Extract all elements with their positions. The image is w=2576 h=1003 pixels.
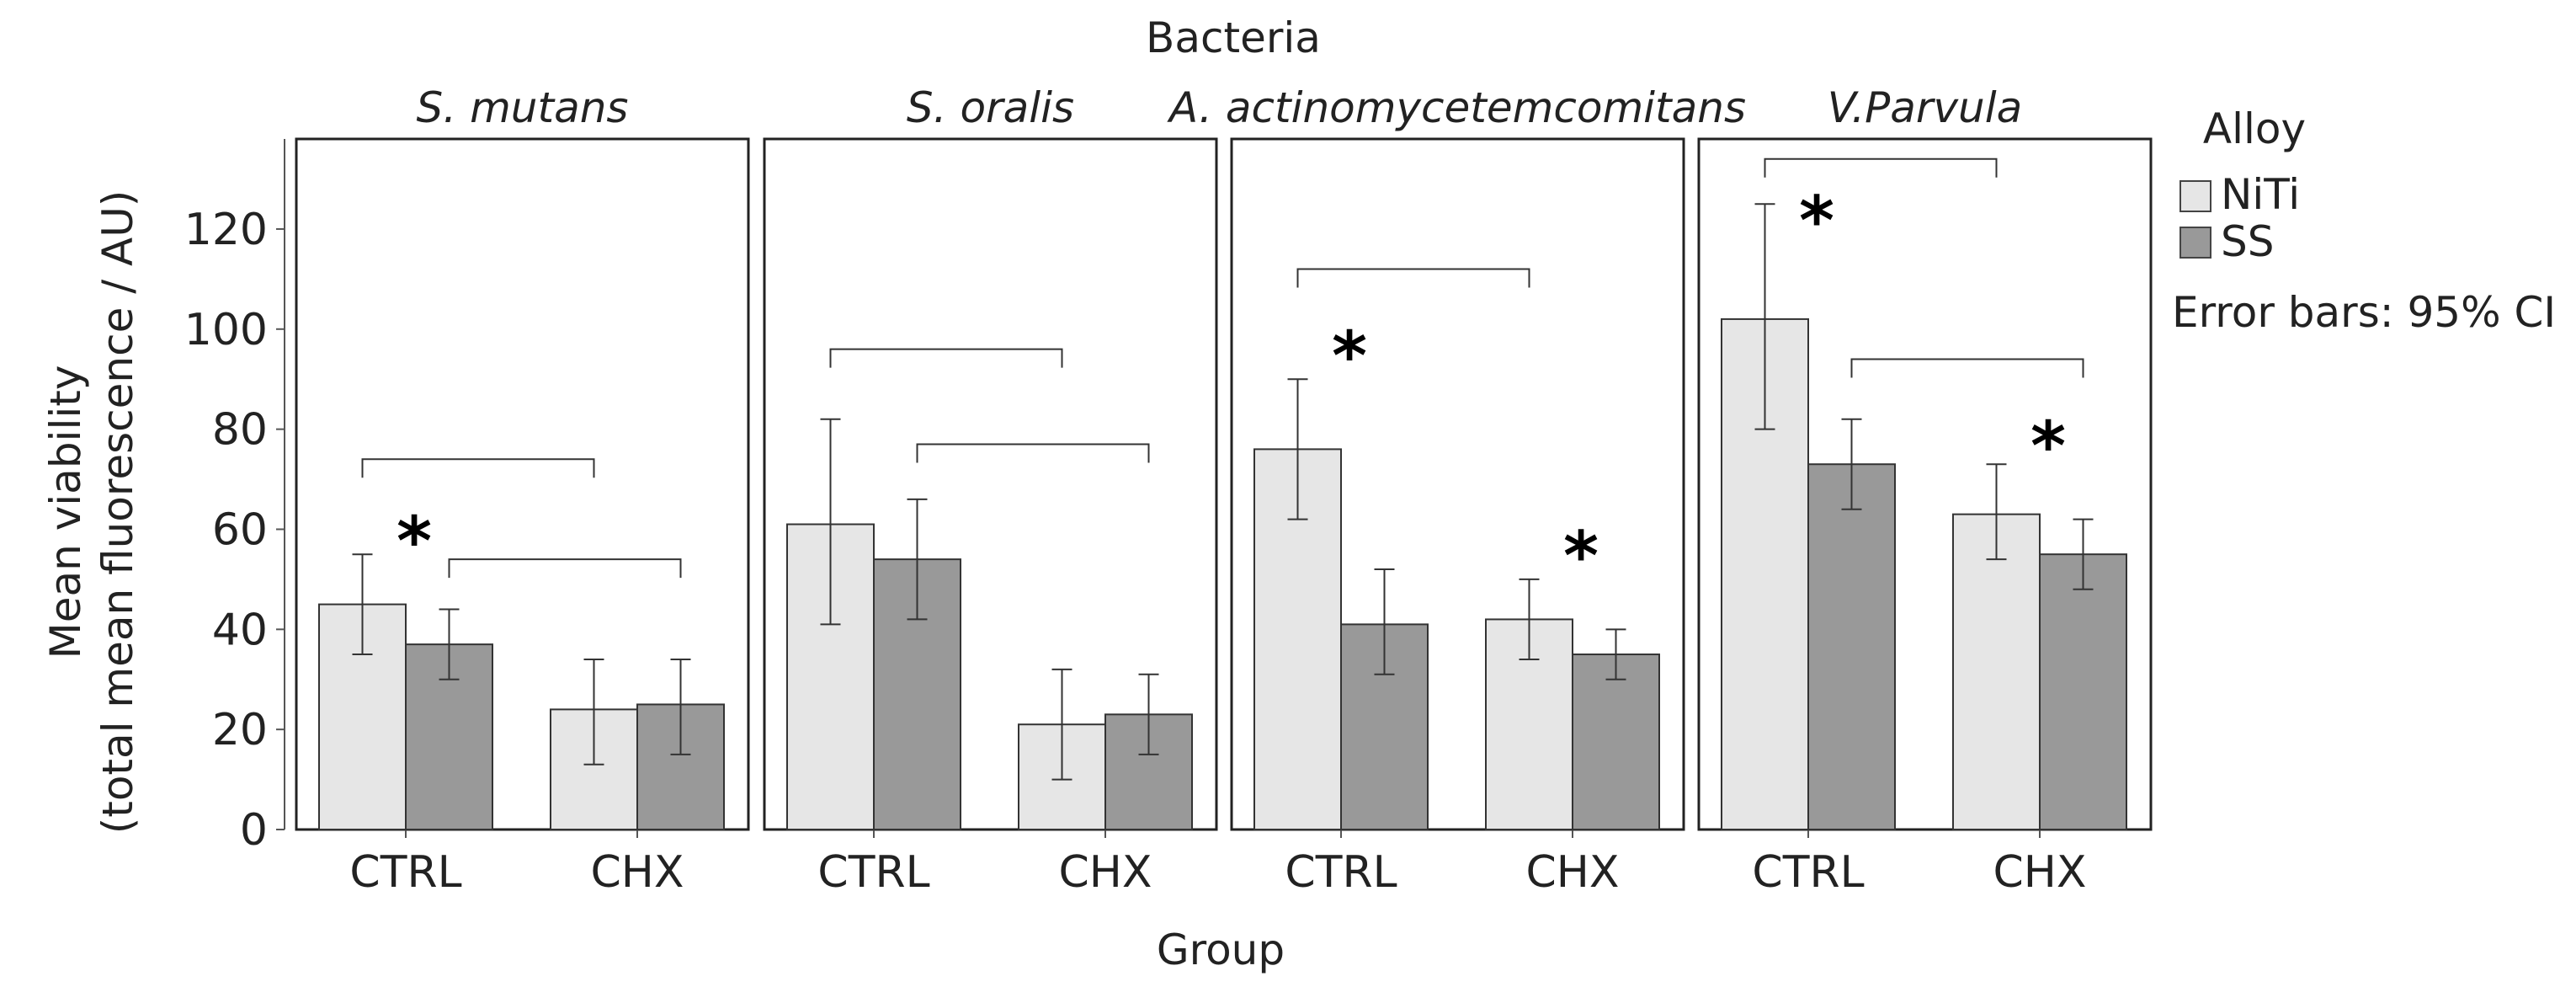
- significance-star-s-mutans-0: *: [397, 502, 432, 580]
- group-label-v-parvula-ctrl: CTRL: [1752, 847, 1864, 898]
- panel-s-mutans: S. mutans CTRL CHX *: [295, 83, 750, 898]
- group-label-v-parvula-chx: CHX: [1993, 847, 2086, 898]
- significance-star-v-parvula-0: *: [1799, 182, 1834, 260]
- significance-bracket-v-parvula-0: [1764, 157, 1998, 178]
- legend: Alloy NiTi SS Error bars: 95% CI: [2172, 104, 2556, 337]
- y-axis-title: Mean viability (total mean fluorescence …: [41, 190, 142, 835]
- y-tick-label-80: 80: [212, 405, 268, 456]
- significance-star-a-actinomycetemcomitans-1: *: [1563, 517, 1599, 595]
- y-tick-label-0: 0: [240, 805, 268, 856]
- legend-note: Error bars: 95% CI: [2172, 288, 2556, 337]
- legend-title: Alloy: [2203, 104, 2306, 153]
- legend-swatch-ss: [2179, 227, 2211, 259]
- significance-bracket-s-oralis-0: [829, 348, 1063, 368]
- panel-frame-s-oralis: [763, 137, 1218, 831]
- chart-title: Bacteria: [1146, 13, 1321, 62]
- y-axis-title-line-2: (total mean fluorescence / AU): [93, 190, 142, 835]
- significance-bracket-s-mutans-1: [448, 558, 682, 579]
- bar-s-mutans-chx-niti: [550, 708, 638, 830]
- panel-v-parvula: V.Parvula CTRL CHX * *: [1697, 83, 2153, 898]
- panel-title-a-actinomycetemcomitans: A. actinomycetemcomitans: [1167, 83, 1746, 132]
- significance-star-a-actinomycetemcomitans-0: *: [1332, 317, 1367, 396]
- y-axis-title-line-1: Mean viability: [41, 365, 90, 659]
- group-label-s-oralis-chx: CHX: [1058, 847, 1152, 898]
- panel-title-s-oralis: S. oralis: [907, 83, 1074, 132]
- panel-title-v-parvula: V.Parvula: [1828, 83, 2023, 132]
- panel-frame-s-mutans: [295, 137, 750, 831]
- legend-label-niti: NiTi: [2221, 170, 2300, 219]
- bar-v-parvula-chx-ss: [2039, 553, 2127, 830]
- bar-a-actinomycetemcomitans-ctrl-ss: [1340, 623, 1429, 831]
- group-label-s-mutans-chx: CHX: [590, 847, 684, 898]
- group-label-a-actinomycetemcomitans-ctrl: CTRL: [1285, 847, 1397, 898]
- bar-v-parvula-ctrl-ss: [1807, 463, 1896, 830]
- panel-title-s-mutans: S. mutans: [417, 83, 629, 132]
- y-axis: 0 20 40 60 80 100 120: [184, 139, 285, 856]
- significance-bracket-v-parvula-1: [1850, 358, 2084, 378]
- significance-bracket-s-mutans-0: [361, 458, 595, 478]
- significance-star-v-parvula-1: *: [2030, 407, 2066, 485]
- panel-frame-v-parvula: [1697, 137, 2153, 831]
- bar-v-parvula-chx-niti: [1952, 513, 2041, 830]
- y-tick-label-100: 100: [184, 305, 268, 355]
- significance-bracket-a-actinomycetemcomitans-0: [1296, 268, 1530, 288]
- y-tick-label-120: 120: [184, 205, 268, 255]
- y-tick-label-60: 60: [212, 504, 268, 555]
- x-axis-title: Group: [1157, 926, 1285, 974]
- y-tick-label-20: 20: [212, 705, 268, 755]
- significance-bracket-s-oralis-1: [916, 443, 1150, 463]
- panel-s-oralis: S. oralis CTRL CHX: [763, 83, 1218, 898]
- bar-a-actinomycetemcomitans-chx-ss: [1572, 654, 1660, 830]
- panel-frame-a-actinomycetemcomitans: [1230, 137, 1685, 831]
- y-tick-label-40: 40: [212, 605, 268, 655]
- legend-label-ss: SS: [2221, 217, 2274, 266]
- group-label-a-actinomycetemcomitans-chx: CHX: [1525, 847, 1619, 898]
- group-label-s-oralis-ctrl: CTRL: [817, 847, 929, 898]
- group-label-s-mutans-ctrl: CTRL: [349, 847, 461, 898]
- panel-a-actinomycetemcomitans: A. actinomycetemcomitans CTRL CHX * *: [1167, 83, 1746, 898]
- legend-swatch-niti: [2179, 180, 2211, 212]
